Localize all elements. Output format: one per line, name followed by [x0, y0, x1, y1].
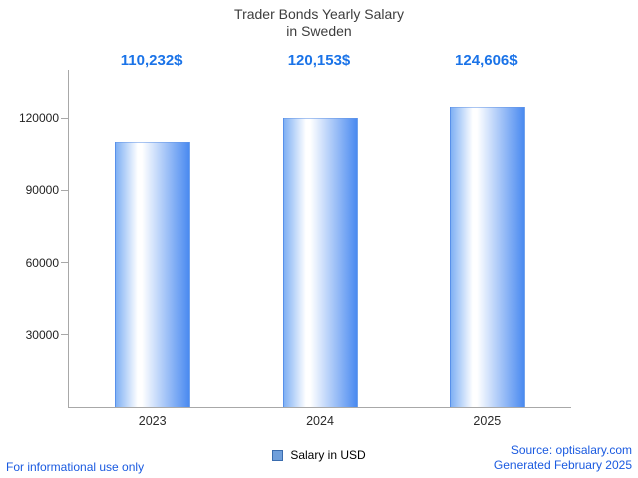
- generated-date: Generated February 2025: [493, 458, 632, 472]
- y-tick-label: 60000: [25, 255, 59, 270]
- source-link[interactable]: Source: optisalary.com: [510, 443, 632, 457]
- bar-value-label-2025: 124,606$: [455, 52, 518, 69]
- y-tick-label: 120000: [18, 111, 59, 126]
- disclaimer-text: For informational use only: [6, 460, 145, 474]
- plot-area: 30000 60000 90000 120000 2023 2024 2025: [19, 70, 571, 428]
- bar-2024: [282, 118, 358, 407]
- y-tick-label: 30000: [25, 327, 59, 342]
- y-tick-label: 90000: [25, 183, 59, 198]
- bar-2025: [449, 107, 525, 407]
- legend-swatch-icon: [272, 449, 284, 461]
- bar-2023: [115, 142, 191, 407]
- y-tick-mark: [61, 189, 69, 191]
- chart-title-line1: Trader Bonds Yearly Salary: [234, 6, 404, 22]
- legend-label: Salary in USD: [290, 448, 366, 462]
- y-tick-mark: [61, 117, 69, 119]
- bar-value-label-2024: 120,153$: [287, 52, 351, 69]
- chart-title: Trader Bonds Yearly Salary in Sweden: [0, 6, 638, 40]
- bar-value-label-2023: 110,232$: [120, 52, 183, 69]
- y-tick-mark: [61, 262, 69, 264]
- y-tick-mark: [61, 334, 69, 336]
- legend: Salary in USD: [0, 446, 638, 464]
- x-axis-label-2025: 2025: [473, 414, 502, 428]
- x-axis-label-2023: 2023: [138, 414, 167, 428]
- source-info: Source: optisalary.com Generated Februar…: [494, 443, 632, 473]
- x-axis-label-2024: 2024: [306, 414, 334, 428]
- chart-title-line2: in Sweden: [286, 23, 352, 39]
- value-labels-row: 110,232$ 120,153$ 124,606$: [68, 52, 570, 74]
